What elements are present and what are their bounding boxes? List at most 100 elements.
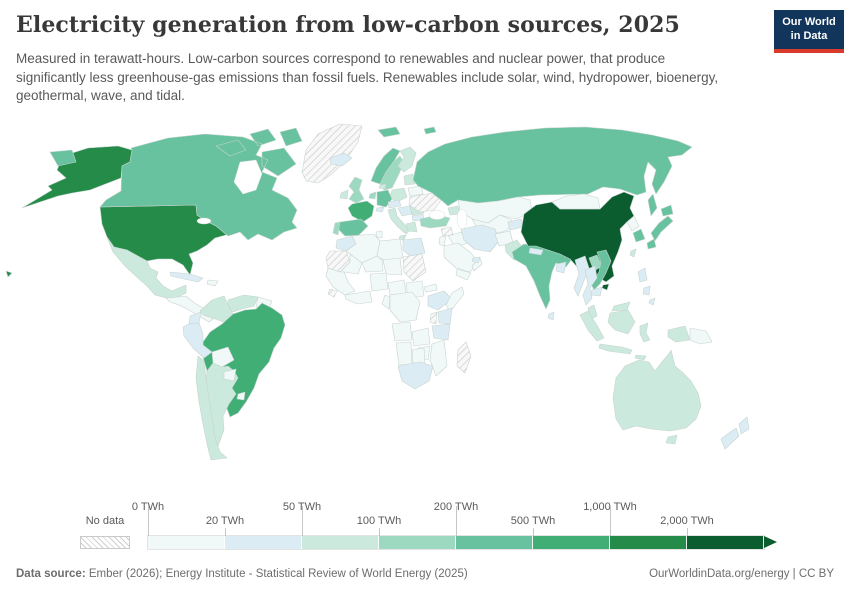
country-bolivia[interactable] (211, 346, 235, 368)
country-greece[interactable] (405, 221, 418, 233)
credit-line[interactable]: OurWorldinData.org/energy | CC BY (649, 568, 834, 580)
country-gabon-congo[interactable] (381, 294, 391, 310)
country-uae-qatar[interactable] (471, 256, 481, 264)
country-hispaniola[interactable] (206, 279, 219, 287)
country-papua-new-guinea[interactable] (689, 327, 713, 345)
country-mexico[interactable] (106, 236, 187, 299)
country-uruguay[interactable] (236, 391, 246, 401)
owid-logo-line2: in Data (790, 29, 828, 42)
legend-tick-mark (225, 528, 226, 536)
country-sri-lanka[interactable] (547, 311, 555, 321)
country-baltics[interactable] (403, 173, 416, 186)
country-canada[interactable] (99, 127, 303, 241)
country-taiwan[interactable] (629, 248, 637, 258)
country-svalbard[interactable] (377, 126, 437, 138)
country-eritrea[interactable] (423, 283, 438, 293)
country-egypt[interactable] (402, 237, 426, 257)
country-tanzania[interactable] (431, 323, 451, 341)
black-sea (428, 210, 446, 220)
no-data-swatch[interactable] (80, 536, 130, 549)
data-source-label: Data source: (16, 568, 86, 580)
country-bangladesh[interactable] (555, 261, 567, 274)
country-greenland[interactable] (301, 123, 363, 184)
country-niger[interactable] (361, 255, 384, 273)
country-mongolia[interactable] (551, 193, 601, 210)
no-data-label: No data (85, 515, 125, 527)
country-nigeria[interactable] (369, 272, 389, 292)
country-somalia[interactable] (445, 286, 465, 313)
country-tunisia[interactable] (375, 230, 383, 239)
country-chile[interactable] (195, 355, 228, 461)
country-namibia[interactable] (395, 341, 413, 366)
country-israel-jordan[interactable] (438, 235, 447, 247)
country-ireland[interactable] (339, 189, 349, 200)
country-venezuela[interactable] (227, 294, 259, 313)
country-czechia-austria[interactable] (387, 199, 402, 209)
country-drc[interactable] (389, 291, 421, 323)
country-japan[interactable] (646, 204, 674, 250)
legend-tick-mark (148, 506, 149, 536)
country-thailand[interactable] (582, 265, 598, 306)
country-mozambique[interactable] (429, 339, 448, 377)
country-sudan[interactable] (402, 253, 427, 282)
legend-segment-5[interactable] (456, 536, 533, 549)
country-south-africa[interactable] (397, 361, 434, 390)
country-cuba[interactable] (169, 271, 204, 283)
country-iceland[interactable] (329, 152, 353, 167)
country-south-korea[interactable] (632, 228, 646, 243)
country-benelux[interactable] (368, 191, 377, 200)
country-belarus[interactable] (407, 185, 424, 197)
country-myanmar[interactable] (573, 255, 590, 297)
legend-segment-8[interactable] (687, 536, 764, 549)
country-peru[interactable] (182, 322, 213, 359)
country-spain[interactable] (337, 218, 369, 237)
country-denmark[interactable] (378, 183, 387, 190)
country-chad[interactable] (382, 257, 403, 276)
legend-segment-6[interactable] (533, 536, 610, 549)
hudson-bay (233, 159, 263, 195)
country-vietnam[interactable] (590, 249, 612, 291)
legend-segment-2[interactable] (225, 536, 302, 549)
caspian-sea (456, 208, 468, 230)
country-north-korea[interactable] (626, 215, 640, 232)
country-nepal[interactable] (528, 247, 544, 256)
country-ivory-coast-ghana[interactable] (344, 290, 373, 305)
legend-tick-mark (610, 506, 611, 536)
country-guinea[interactable] (327, 288, 338, 298)
country-philippines[interactable] (637, 267, 656, 306)
country-kenya[interactable] (437, 307, 453, 325)
country-portugal[interactable] (332, 221, 341, 236)
country-finland[interactable] (397, 146, 417, 173)
country-cambodia[interactable] (590, 286, 603, 297)
legend-tick-label: 0 TWh (131, 501, 165, 513)
country-australia[interactable] (612, 349, 702, 445)
owid-logo[interactable]: Our World in Data (774, 10, 844, 53)
country-syria[interactable] (440, 226, 454, 237)
legend-arrow (764, 536, 777, 548)
country-madagascar[interactable] (456, 341, 472, 374)
country-zambia[interactable] (411, 327, 431, 347)
legend-segment-4[interactable] (379, 536, 456, 549)
country-paraguay[interactable] (223, 368, 237, 382)
country-switzerland[interactable] (375, 206, 385, 213)
legend-tick-label: 20 TWh (205, 515, 245, 527)
country-iran[interactable] (460, 224, 500, 253)
legend-segment-7[interactable] (610, 536, 687, 549)
legend-segment-1[interactable] (148, 536, 225, 549)
country-indonesia[interactable] (579, 309, 691, 361)
country-senegal-guinea[interactable] (325, 267, 356, 296)
country-angola[interactable] (391, 321, 413, 342)
country-uganda[interactable] (429, 311, 438, 325)
country-ethiopia[interactable] (427, 290, 453, 311)
country-botswana[interactable] (411, 347, 426, 365)
country-united-kingdom[interactable] (348, 176, 365, 204)
country-hungary-balkans[interactable] (397, 205, 413, 217)
legend-segment-3[interactable] (302, 536, 379, 549)
country-france[interactable] (347, 200, 375, 223)
legend-tick-label: 100 TWh (356, 515, 402, 527)
country-new-zealand[interactable] (720, 416, 750, 450)
country-cameroon-car[interactable] (387, 279, 407, 296)
owid-logo-line1: Our World (782, 16, 836, 28)
